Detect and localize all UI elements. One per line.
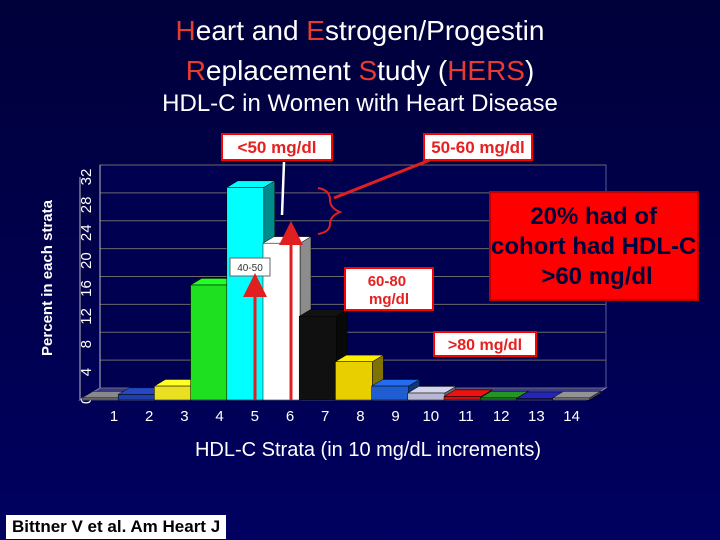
y-tick-label: 20 <box>78 252 95 269</box>
r5060-brace <box>317 187 343 235</box>
title-segment: H <box>175 15 196 46</box>
r4050-label: 40-50 <box>237 263 263 274</box>
x-tick-label: 4 <box>215 408 223 425</box>
lt50-pointer <box>280 161 286 216</box>
x-tick-label: 12 <box>493 408 510 425</box>
lt50-label-box <box>221 133 333 161</box>
x-axis-label: HDL-C Strata (in 10 mg/dL increments) <box>195 439 541 461</box>
title-segment: E <box>306 15 325 46</box>
title-segment: HERS <box>447 55 525 86</box>
title-segment: eart and <box>195 15 307 46</box>
x-tick-label: 6 <box>286 408 294 425</box>
y-tick-label: 4 <box>78 368 95 376</box>
title-segment: R <box>185 55 206 86</box>
callout-box <box>489 191 699 301</box>
y-tick-label: 8 <box>78 340 95 348</box>
x-tick-label: 3 <box>180 408 188 425</box>
x-tick-label: 9 <box>391 408 399 425</box>
citation: Bittner V et al. Am Heart J <box>6 515 227 539</box>
x-tick-labels: 1 2 3 4 5 6 7 8 9 10 11 12 13 14 <box>110 408 580 425</box>
x-tick-label: 10 <box>422 408 439 425</box>
x-tick-label: 13 <box>528 408 545 425</box>
x-tick-label: 5 <box>251 408 259 425</box>
y-tick-labels: 048121620242832 <box>78 169 95 405</box>
callout-text: 20% had of cohort had HDL-C >60 mg/dl <box>491 203 703 290</box>
title-line-1: Heart and Estrogen/Progestin <box>0 14 720 48</box>
r5060-pointer <box>333 158 431 200</box>
x-tick-label: 2 <box>145 408 153 425</box>
r6080-label-box <box>344 267 434 311</box>
subtitle: HDL-C in Women with Heart Disease <box>162 90 558 117</box>
x-tick-label: 14 <box>563 408 580 425</box>
title-segment: ) <box>524 55 535 86</box>
x-tick-label: 7 <box>321 408 329 425</box>
y-tick-label: 28 <box>78 197 95 214</box>
bars <box>81 180 602 401</box>
x-tick-label: 1 <box>110 408 118 425</box>
title-segment: eplacement <box>205 55 359 86</box>
title-line-2: Replacement Study (HERS) <box>0 54 720 88</box>
y-tick-label: 16 <box>78 280 95 297</box>
gt80-label-box <box>433 331 537 357</box>
x-tick-label: 11 <box>458 408 474 425</box>
r5060-label-box <box>423 133 533 161</box>
r5060-label: 50-60 mg/dl <box>431 138 525 157</box>
y-axis-label: Percent in each strata <box>39 199 56 356</box>
x-tick-label: 8 <box>356 408 364 425</box>
gt80-label: >80 mg/dl <box>448 337 522 354</box>
title-segment: S <box>358 55 378 86</box>
y-tick-label: 32 <box>78 169 95 186</box>
r6080-label: 60-80 mg/dl <box>368 273 411 308</box>
lt50-label: <50 mg/dl <box>238 138 317 157</box>
title-segment: tudy ( <box>377 55 448 86</box>
y-tick-label: 24 <box>78 224 95 241</box>
bar-14 <box>551 390 602 401</box>
y-tick-label: 12 <box>78 308 95 325</box>
title-segment: strogen/Progestin <box>324 15 545 46</box>
